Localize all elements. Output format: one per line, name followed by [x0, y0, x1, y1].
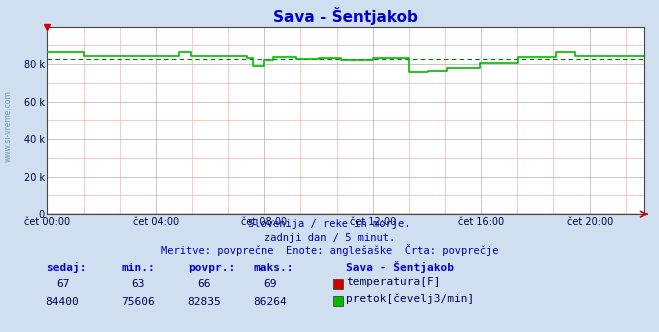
Text: zadnji dan / 5 minut.: zadnji dan / 5 minut.: [264, 233, 395, 243]
Text: maks.:: maks.:: [254, 263, 294, 273]
Text: sedaj:: sedaj:: [46, 262, 86, 273]
Text: Meritve: povprečne  Enote: anglešaške  Črta: povprečje: Meritve: povprečne Enote: anglešaške Črt…: [161, 244, 498, 256]
Text: 84400: 84400: [45, 297, 80, 307]
Text: temperatura[F]: temperatura[F]: [346, 277, 440, 287]
Text: 75606: 75606: [121, 297, 156, 307]
Text: 69: 69: [264, 279, 277, 289]
Text: pretok[čevelj3/min]: pretok[čevelj3/min]: [346, 293, 474, 304]
Text: www.si-vreme.com: www.si-vreme.com: [3, 90, 13, 162]
Text: povpr.:: povpr.:: [188, 263, 235, 273]
Text: min.:: min.:: [122, 263, 156, 273]
Text: Slovenija / reke in morje.: Slovenija / reke in morje.: [248, 219, 411, 229]
Text: 66: 66: [198, 279, 211, 289]
Text: 82835: 82835: [187, 297, 221, 307]
Text: 67: 67: [56, 279, 69, 289]
Text: 86264: 86264: [253, 297, 287, 307]
Text: Sava - Šentjakob: Sava - Šentjakob: [346, 261, 454, 273]
Text: 63: 63: [132, 279, 145, 289]
Title: Sava - Šentjakob: Sava - Šentjakob: [273, 7, 418, 25]
